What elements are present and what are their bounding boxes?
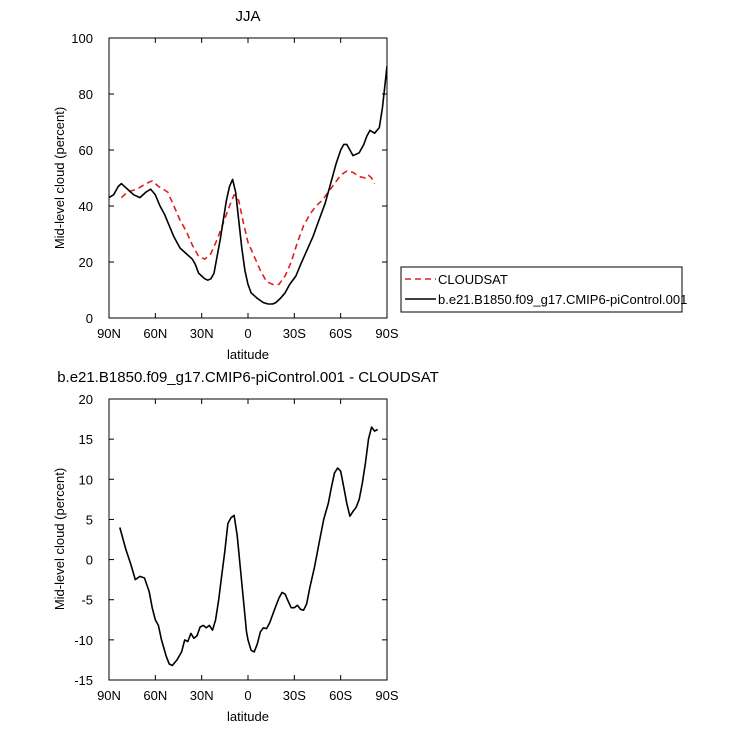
tick-labels: 90N 60N 30N 0 30S 60S 90S 0 20 40 60 80 100 — [71, 31, 399, 341]
x-tick-label: 30N — [190, 688, 214, 703]
x-tick-label: 0 — [244, 326, 251, 341]
y-tick-label: 0 — [86, 553, 93, 568]
x-axis-label: latitude — [227, 709, 269, 724]
top-chart: JJA 90N 60N 30N 0 30S 60S 90S 0 20 40 60 80 100 lati… — [52, 8, 687, 362]
x-tick-label: 30S — [283, 688, 306, 703]
x-tick-label: 60S — [329, 326, 352, 341]
y-tick-label: 80 — [79, 87, 93, 102]
x-tick-label: 60S — [329, 688, 352, 703]
x-tick-label: 90S — [375, 688, 398, 703]
y-axis-label: Mid-level cloud (percent) — [52, 468, 67, 610]
x-tick-label: 60N — [143, 326, 167, 341]
chart-title: JJA — [235, 8, 260, 25]
legend: CLOUDSAT b.e21.B1850.f09_g17.CMIP6-piCon… — [400, 266, 687, 313]
y-tick-label: -10 — [74, 633, 93, 648]
series-lines — [109, 65, 387, 305]
tick-labels: 90N 60N 30N 0 30S 60S 90S -15 -10 -5 0 5 10 15 20 — [74, 392, 399, 703]
y-tick-label: 0 — [86, 311, 93, 326]
legend-label-model: b.e21.B1850.f09_g17.CMIP6-piControl.001 — [438, 292, 687, 307]
series-lines — [119, 426, 379, 667]
legend-label-cloudsat: CLOUDSAT — [438, 272, 508, 287]
y-tick-label: -5 — [81, 593, 93, 608]
series-line-model — [109, 65, 387, 305]
y-tick-label: 20 — [79, 255, 93, 270]
bottom-chart: b.e21.B1850.f09_g17.CMIP6-piControl.001 … — [52, 369, 439, 724]
legend-box — [400, 266, 683, 313]
x-tick-label: 0 — [244, 688, 251, 703]
y-tick-label: -15 — [74, 673, 93, 688]
series-line-difference — [119, 426, 379, 667]
x-axis-label: latitude — [227, 347, 269, 362]
y-tick-label: 15 — [79, 432, 93, 447]
y-axis-label: Mid-level cloud (percent) — [52, 107, 67, 249]
x-tick-label: 90N — [97, 688, 121, 703]
y-tick-label: 60 — [79, 143, 93, 158]
y-tick-label: 40 — [79, 199, 93, 214]
y-tick-label: 100 — [71, 31, 93, 46]
x-tick-label: 60N — [143, 688, 167, 703]
y-tick-label: 5 — [86, 512, 93, 527]
x-tick-label: 30S — [283, 326, 306, 341]
x-tick-label: 30N — [190, 326, 214, 341]
chart-title: b.e21.B1850.f09_g17.CMIP6-piControl.001 … — [57, 369, 439, 386]
x-tick-label: 90S — [375, 326, 398, 341]
tick-marks — [108, 37, 388, 319]
y-tick-label: 10 — [79, 472, 93, 487]
plot-frame — [108, 37, 388, 319]
series-line-cloudsat — [120, 170, 376, 286]
x-tick-label: 90N — [97, 326, 121, 341]
y-tick-label: 20 — [79, 392, 93, 407]
plot-frame — [108, 398, 388, 681]
